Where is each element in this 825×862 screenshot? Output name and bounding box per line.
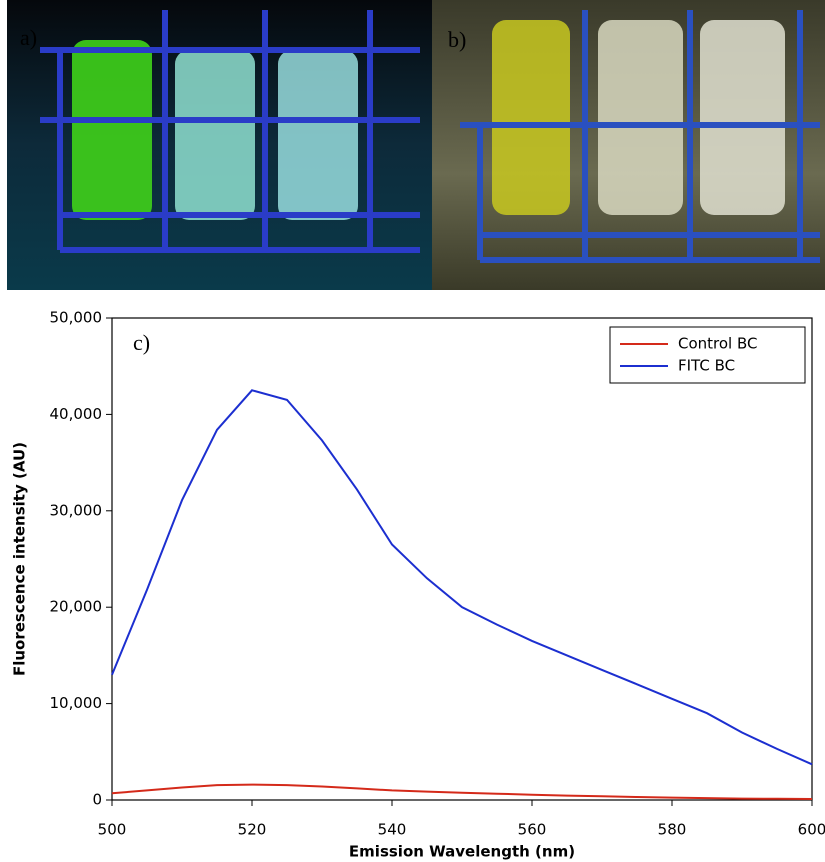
panel-label: b): [448, 27, 466, 52]
legend-box: [609, 326, 806, 384]
x-tick-label: 540: [378, 821, 407, 839]
y-tick-label: 0: [92, 791, 102, 809]
photo-a: a): [7, 0, 432, 290]
x-tick-label: 520: [238, 821, 267, 839]
legend-label: FITC BC: [678, 357, 735, 375]
series-line: [111, 389, 813, 766]
x-axis-title: Emission Wavelength (nm): [349, 843, 575, 861]
x-tick-label: 600: [798, 821, 825, 839]
y-axis-title: Fluorescence intensity (AU): [11, 442, 29, 676]
x-tick-label: 560: [518, 821, 547, 839]
y-tick-label: 50,000: [50, 309, 103, 327]
photo-b: b): [432, 0, 825, 290]
series-line: [111, 783, 813, 800]
legend: Control BC FITC BC: [609, 326, 806, 384]
x-tick-label: 500: [98, 821, 127, 839]
y-tick-label: 20,000: [50, 598, 103, 616]
y-tick-label: 40,000: [50, 405, 103, 423]
x-tick-label: 580: [658, 821, 687, 839]
plot-frame: [111, 317, 813, 801]
panel-label: a): [20, 25, 37, 50]
annotation: c): [133, 330, 150, 355]
y-tick-label: 30,000: [50, 501, 103, 519]
y-tick-label: 10,000: [50, 694, 103, 712]
legend-label: Control BC: [678, 335, 758, 353]
